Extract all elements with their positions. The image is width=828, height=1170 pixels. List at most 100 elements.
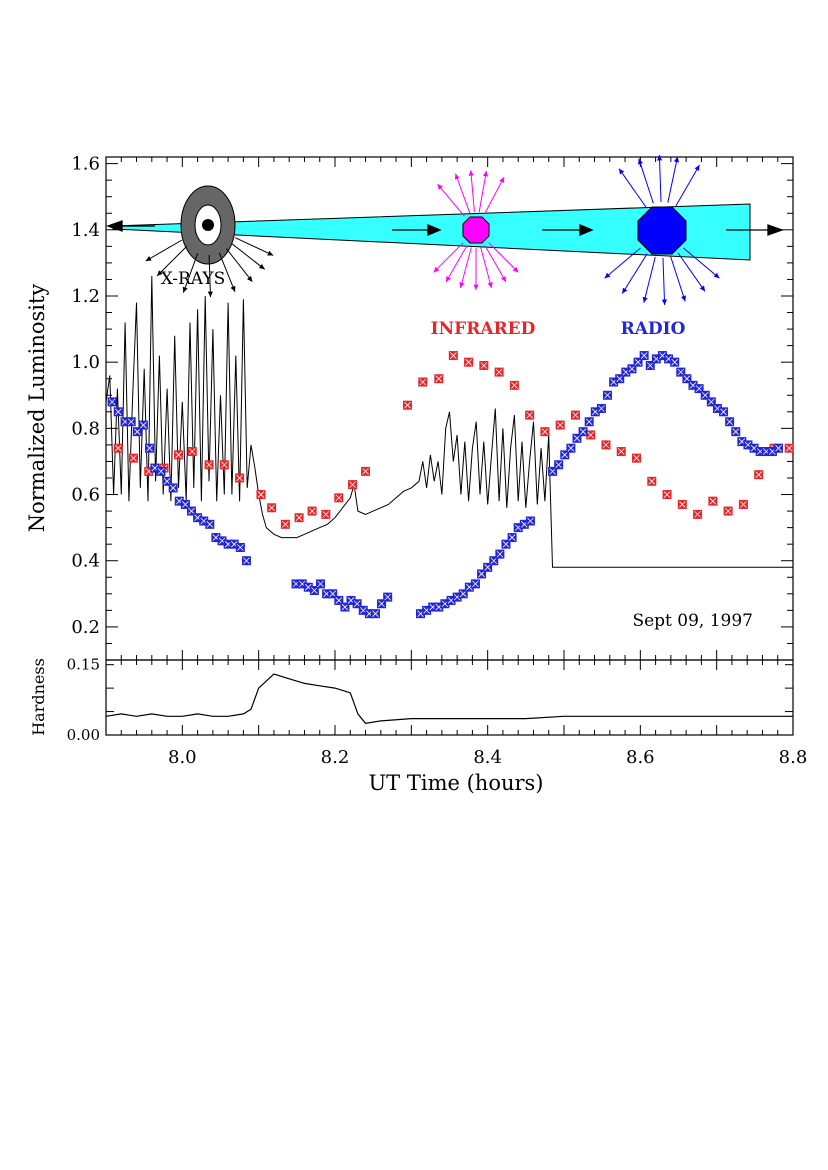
ir-ray-head — [454, 173, 460, 180]
radio-ray — [662, 257, 666, 305]
hardness-y-tick-label: 0.15 — [67, 656, 100, 674]
hardness-series — [105, 673, 793, 724]
radio-point — [572, 433, 582, 443]
radio-ray-head — [673, 156, 680, 163]
infrared-point-hatch — [572, 411, 579, 419]
ir-ray — [437, 183, 465, 217]
radio-point — [235, 542, 245, 552]
xray-ray — [226, 248, 253, 283]
radio-point-hatch — [665, 355, 672, 363]
radio-point-hatch — [714, 405, 721, 412]
radio-point — [501, 539, 511, 549]
ir-ray-head — [512, 266, 519, 273]
infrared-point-hatch — [755, 471, 762, 478]
radio-ray — [638, 158, 654, 204]
radio-point — [682, 374, 692, 384]
infrared-point-hatch — [450, 352, 457, 359]
radio-point-hatch — [151, 464, 159, 472]
y-tick-label: 0.6 — [71, 485, 100, 506]
radio-point-hatch — [311, 587, 318, 594]
radio-point-hatch — [549, 468, 556, 475]
infrared-point — [540, 427, 550, 437]
infrared-point-hatch — [724, 507, 732, 515]
infrared-point-hatch — [114, 444, 122, 452]
radio-point-hatch — [527, 517, 534, 525]
infrared-point — [570, 410, 580, 420]
infrared-point-hatch — [740, 501, 747, 508]
radio-point — [670, 357, 680, 367]
infrared-point-hatch — [480, 362, 488, 369]
radio-ray-head — [699, 285, 706, 292]
radio-point-hatch — [579, 428, 587, 435]
xray-ray — [208, 254, 212, 297]
radio-point-hatch — [384, 593, 391, 601]
y-tick-label: 0.8 — [71, 418, 100, 439]
radio-point — [377, 599, 387, 609]
radio-point-hatch — [604, 391, 611, 399]
infrared-emission-rays — [433, 170, 519, 290]
infrared-point — [555, 420, 565, 430]
xray-ray — [231, 243, 266, 270]
radio-ray-head — [656, 155, 663, 161]
radio-ray-head — [604, 272, 611, 279]
infrared-point — [403, 400, 413, 410]
radio-ray-head — [618, 168, 625, 175]
radio-point — [162, 476, 172, 486]
y-tick-label: 1.4 — [71, 220, 100, 241]
infrared-point — [586, 430, 596, 440]
infrared-point-hatch — [335, 494, 343, 502]
xray-ray — [218, 252, 236, 292]
radio-point — [352, 599, 362, 609]
hardness-plot-frame — [105, 659, 794, 736]
radio-point-hatch — [200, 517, 207, 525]
axis-ticks — [105, 157, 794, 736]
radio-point-hatch — [146, 444, 153, 452]
radio-point-hatch — [484, 564, 491, 571]
radio-point — [458, 589, 468, 599]
radio-point-hatch — [347, 597, 355, 604]
radio-point — [603, 390, 613, 400]
infrared-point — [479, 360, 489, 370]
radio-point-hatch — [732, 428, 740, 435]
radio-point — [489, 556, 499, 566]
xray-ray — [234, 237, 274, 256]
radio-point-hatch — [689, 382, 697, 389]
infrared-point — [784, 443, 794, 453]
x-tick-label: 8.0 — [168, 747, 197, 768]
infrared-point — [738, 499, 748, 509]
infrared-point — [307, 506, 317, 516]
ir-ray-head — [501, 275, 506, 282]
y-tick-label: 1.2 — [71, 286, 100, 307]
radio-point-hatch — [561, 451, 569, 459]
radio-point — [383, 592, 393, 602]
infrared-point-hatch — [648, 478, 656, 485]
x-tick-label: 8.8 — [779, 747, 808, 768]
infrared-point — [754, 470, 764, 480]
radio-point-hatch — [243, 557, 250, 565]
infrared-point — [662, 490, 672, 500]
infrared-point-hatch — [257, 491, 265, 498]
y-tick-label: 0.4 — [71, 551, 100, 572]
radio-point — [773, 443, 783, 453]
ir-ray — [488, 242, 519, 273]
xray-ray-head — [258, 263, 265, 270]
radio-point — [725, 417, 735, 427]
infrared-point-hatch — [709, 497, 717, 505]
radio-point-hatch — [634, 358, 642, 366]
radio-label: RADIO — [621, 319, 686, 339]
ir-ray — [455, 173, 471, 214]
radio-point-hatch — [708, 398, 715, 406]
ir-ray-head — [499, 177, 505, 184]
ir-ray-head — [437, 184, 443, 190]
radio-point-hatch — [567, 444, 575, 452]
infrared-point-hatch — [268, 504, 275, 512]
radio-point-hatch — [671, 358, 678, 366]
infrared-point-hatch — [322, 511, 330, 518]
radio-ray-head — [681, 295, 686, 302]
radio-point — [180, 499, 190, 509]
radio-point — [495, 549, 505, 559]
infrared-point-hatch — [617, 448, 625, 455]
radio-ray-head — [642, 296, 648, 303]
infrared-point — [294, 513, 304, 523]
infrared-point — [204, 460, 214, 470]
